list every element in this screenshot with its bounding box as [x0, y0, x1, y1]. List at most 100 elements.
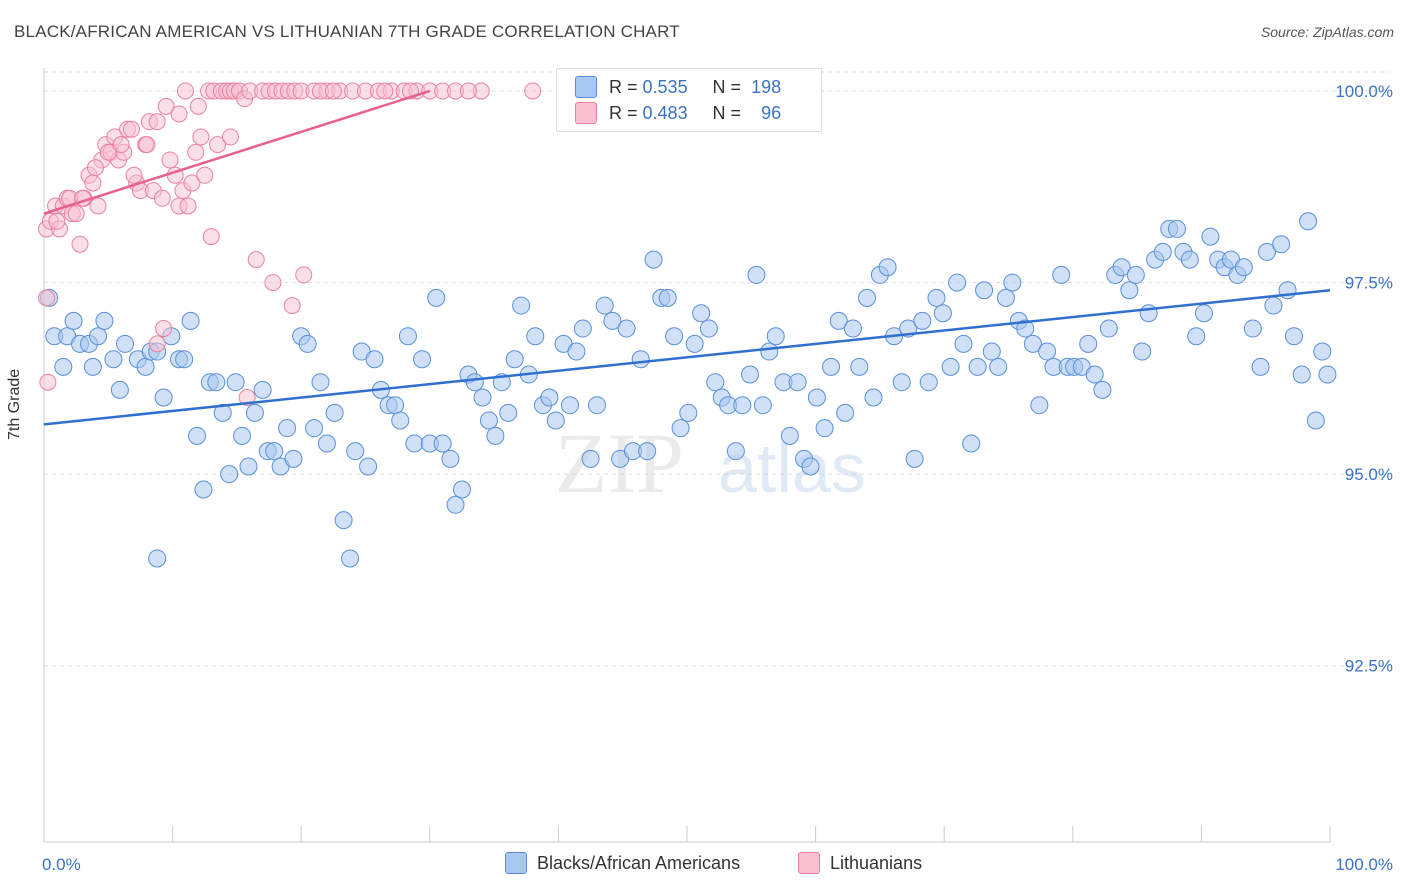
data-point-blacks — [265, 442, 284, 461]
data-point-blacks — [726, 442, 745, 461]
data-point-blacks — [699, 319, 718, 338]
data-point-blacks — [479, 411, 498, 430]
bottom-legend-label: Blacks/African Americans — [537, 852, 741, 873]
data-point-lithuanians — [524, 82, 542, 100]
data-point-blacks — [359, 457, 378, 476]
data-point-blacks — [941, 357, 960, 376]
data-point-blacks — [1264, 296, 1283, 315]
data-point-blacks — [954, 334, 973, 353]
data-point-blacks — [766, 327, 785, 346]
data-point-blacks — [1180, 250, 1199, 269]
bottom-legend-lithuanians: Lithuanians — [798, 852, 922, 874]
data-point-blacks — [679, 403, 698, 422]
data-point-lithuanians — [295, 266, 313, 284]
data-point-lithuanians — [459, 82, 477, 100]
data-point-lithuanians — [179, 197, 197, 215]
data-point-blacks — [617, 319, 636, 338]
data-point-blacks — [836, 403, 855, 422]
data-point-blacks — [89, 327, 108, 346]
data-point-blacks — [311, 373, 330, 392]
data-point-lithuanians — [170, 105, 188, 123]
data-point-lithuanians — [157, 97, 175, 115]
source-label: Source: ZipAtlas.com — [1260, 24, 1394, 40]
data-point-blacks — [631, 350, 650, 369]
data-point-blacks — [1016, 319, 1035, 338]
data-point-lithuanians — [209, 136, 227, 154]
data-point-blacks — [1052, 265, 1071, 284]
data-point-blacks — [850, 357, 869, 376]
data-point-blacks — [233, 426, 252, 445]
data-point-lithuanians — [155, 320, 173, 338]
data-point-lithuanians — [71, 235, 89, 253]
data-point-blacks — [83, 357, 102, 376]
data-point-blacks — [573, 319, 592, 338]
data-point-blacks — [104, 350, 123, 369]
data-point-blacks — [148, 549, 167, 568]
data-point-blacks — [665, 327, 684, 346]
data-point-blacks — [136, 357, 155, 376]
data-point-blacks — [658, 288, 677, 307]
data-point-lithuanians — [112, 136, 130, 154]
data-point-blacks — [213, 403, 232, 422]
data-point-blacks — [864, 388, 883, 407]
data-point-lithuanians — [187, 143, 205, 161]
data-point-blacks — [1030, 396, 1049, 415]
data-point-blacks — [1187, 327, 1206, 346]
data-point-blacks — [441, 449, 460, 468]
trend-line-lithuanians — [43, 89, 431, 215]
legend-r-label: R = — [609, 102, 638, 123]
trend-lines — [43, 89, 1331, 426]
axes — [43, 68, 1331, 843]
bottom-legend-blacks: Blacks/African Americans — [505, 852, 740, 874]
data-point-blacks — [927, 288, 946, 307]
data-point-blacks — [733, 396, 752, 415]
data-point-blacks — [644, 250, 663, 269]
y-tick-label: 100.0% — [1335, 82, 1393, 101]
data-point-blacks — [829, 311, 848, 330]
data-point-blacks — [685, 334, 704, 353]
data-point-blacks — [741, 365, 760, 384]
data-point-blacks — [1257, 242, 1276, 261]
data-point-blacks — [968, 357, 987, 376]
data-point-blacks — [245, 403, 264, 422]
data-point-blacks — [1234, 258, 1253, 277]
data-point-blacks — [815, 419, 834, 438]
data-point-blacks — [962, 434, 981, 453]
data-point-blacks — [391, 411, 410, 430]
bottom-legend-swatch-pink — [798, 852, 820, 874]
data-point-blacks — [346, 442, 365, 461]
data-point-lithuanians — [176, 82, 194, 100]
data-point-blacks — [1272, 235, 1291, 254]
data-point-lithuanians — [125, 166, 143, 184]
data-point-blacks — [1284, 327, 1303, 346]
data-point-blacks — [933, 304, 952, 323]
legend-row-lithuanians: R = 0.483 N = 96 — [575, 101, 781, 125]
data-point-lithuanians — [189, 97, 207, 115]
data-point-blacks — [1085, 365, 1104, 384]
data-point-blacks — [1120, 281, 1139, 300]
bottom-legend-label: Lithuanians — [830, 852, 923, 873]
data-point-blacks — [1292, 365, 1311, 384]
data-point-blacks — [413, 350, 432, 369]
y-tick-label: 95.0% — [1345, 465, 1393, 484]
data-point-blacks — [1133, 342, 1152, 361]
data-point-lithuanians — [39, 373, 57, 391]
data-point-blacks — [1038, 342, 1057, 361]
data-point-blacks — [64, 311, 83, 330]
data-point-lithuanians — [324, 82, 342, 100]
data-point-lithuanians — [148, 335, 166, 353]
data-point-blacks — [546, 411, 565, 430]
data-point-blacks — [526, 327, 545, 346]
data-point-blacks — [405, 434, 424, 453]
data-point-blacks — [603, 311, 622, 330]
legend-swatch-blue — [575, 76, 597, 98]
data-point-blacks — [398, 327, 417, 346]
data-point-blacks — [317, 434, 336, 453]
data-point-blacks — [843, 319, 862, 338]
data-point-blacks — [110, 380, 129, 399]
data-point-blacks — [446, 495, 465, 514]
y-tick-label: 97.5% — [1345, 274, 1393, 293]
data-point-blacks — [692, 304, 711, 323]
y-axis-label: 7th Grade — [6, 368, 23, 440]
data-point-blacks — [982, 342, 1001, 361]
